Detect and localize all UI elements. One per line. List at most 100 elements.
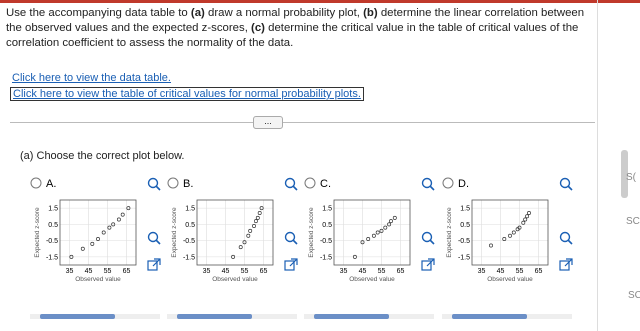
radio[interactable] xyxy=(30,177,42,189)
zoom-in-icon[interactable] xyxy=(559,177,571,189)
y-tick-label: 1.5 xyxy=(185,206,195,213)
y-tick-label: -0.5 xyxy=(320,238,332,245)
x-tick-label: 35 xyxy=(478,268,486,275)
point xyxy=(508,233,512,238)
point xyxy=(238,245,243,250)
y-tick-label: 0.5 xyxy=(185,222,195,229)
scroll-thumb[interactable] xyxy=(177,314,252,319)
icon-handle xyxy=(429,185,435,191)
x-tick-label: 55 xyxy=(241,268,249,275)
divider xyxy=(10,122,595,123)
text: (c) xyxy=(251,22,265,34)
zoom-in-icon[interactable] xyxy=(284,177,296,189)
point xyxy=(253,219,258,224)
side-text: SC xyxy=(626,216,640,227)
zoom-in-icon[interactable] xyxy=(147,177,159,189)
zoom-out-icon[interactable] xyxy=(559,231,571,243)
plot-frame xyxy=(471,199,549,266)
x-tick-label: 35 xyxy=(340,268,348,275)
icon-handle xyxy=(155,185,161,191)
scroll-thumb[interactable] xyxy=(40,314,115,319)
option: B. 35 45 55 65 1.5 0.5 -0.5 -1.5 Observed value Ex… xyxy=(167,177,298,319)
y-axis-label: Expected z-score xyxy=(446,207,453,258)
scroll-thumb[interactable] xyxy=(452,314,527,319)
point xyxy=(366,237,371,241)
zoom-out-icon[interactable] xyxy=(147,231,159,243)
x-axis-label: Observed value xyxy=(349,276,395,283)
point xyxy=(231,254,236,259)
point xyxy=(517,225,522,230)
option: A. 35 45 55 65 1.5 0.5 -0.5 -1.5 Observed value Ex… xyxy=(30,177,161,319)
y-tick-label: -0.5 xyxy=(183,238,195,245)
radio[interactable] xyxy=(304,177,316,189)
popout-icon[interactable] xyxy=(147,260,158,271)
x-tick-label: 55 xyxy=(378,268,386,275)
point xyxy=(527,211,531,215)
point xyxy=(352,254,357,259)
y-tick-label: -1.5 xyxy=(46,254,58,261)
point xyxy=(252,224,256,228)
popout-arrow xyxy=(426,258,435,267)
zoom-in-icon[interactable] xyxy=(421,177,433,189)
text: (b) xyxy=(363,7,378,19)
zoom-out-icon[interactable] xyxy=(284,231,296,243)
x-tick-label: 45 xyxy=(222,268,230,275)
more-button[interactable]: ... xyxy=(253,116,283,129)
x-tick-label: 35 xyxy=(203,268,211,275)
y-axis-label: Expected z-score xyxy=(171,207,178,258)
x-axis-label: Observed value xyxy=(487,276,533,283)
popout-icon[interactable] xyxy=(421,260,432,271)
x-tick-label: 65 xyxy=(260,268,268,275)
y-tick-label: -1.5 xyxy=(320,254,332,261)
icon-handle xyxy=(155,239,161,245)
critical-values-link[interactable]: Click here to view the table of critical… xyxy=(10,87,364,101)
option-label: D. xyxy=(458,178,469,190)
plot-frame xyxy=(333,199,411,266)
y-tick-label: 1.5 xyxy=(322,206,332,213)
plot-frame xyxy=(59,199,137,266)
point xyxy=(502,237,507,241)
point xyxy=(111,222,116,227)
x-axis-label: Observed value xyxy=(212,276,258,283)
x-tick-label: 65 xyxy=(535,268,543,275)
point xyxy=(96,237,100,241)
popout-arrow xyxy=(152,258,161,267)
scrollbar[interactable] xyxy=(621,150,628,198)
point xyxy=(389,219,393,224)
point xyxy=(246,233,251,238)
point xyxy=(383,225,388,230)
y-tick-label: 0.5 xyxy=(322,222,332,229)
text: Use the accompanying data table to xyxy=(6,7,191,19)
text: (a) xyxy=(190,7,205,19)
option-label: A. xyxy=(46,178,56,190)
x-tick-label: 55 xyxy=(104,268,112,275)
option-label: B. xyxy=(183,178,193,190)
point xyxy=(257,211,262,215)
side-text: SC xyxy=(628,290,640,301)
point xyxy=(392,215,397,220)
data-table-link[interactable]: Click here to view the data table. xyxy=(12,72,171,84)
y-tick-label: 0.5 xyxy=(48,222,58,229)
y-tick-label: 0.5 xyxy=(460,222,470,229)
text: draw a normal probability plot, xyxy=(204,7,364,19)
point xyxy=(511,230,516,235)
popout-icon[interactable] xyxy=(284,260,295,271)
plot-frame xyxy=(196,199,274,266)
y-tick-label: -0.5 xyxy=(458,238,470,245)
y-axis-label: Expected z-score xyxy=(34,207,41,258)
point xyxy=(387,222,392,227)
zoom-out-icon[interactable] xyxy=(421,231,433,243)
point xyxy=(242,240,247,245)
radio[interactable] xyxy=(167,177,179,189)
instructions: Use the accompanying data table to (a) d… xyxy=(6,6,596,51)
point xyxy=(248,228,253,233)
text: determine the linear correlation between… xyxy=(6,7,585,34)
option-label: C. xyxy=(320,178,331,190)
y-tick-label: 1.5 xyxy=(48,206,58,213)
popout-icon[interactable] xyxy=(559,260,570,271)
scroll-thumb[interactable] xyxy=(314,314,389,319)
radio[interactable] xyxy=(442,177,454,189)
point xyxy=(120,212,125,217)
question: (a) Choose the correct plot below. xyxy=(20,150,185,162)
